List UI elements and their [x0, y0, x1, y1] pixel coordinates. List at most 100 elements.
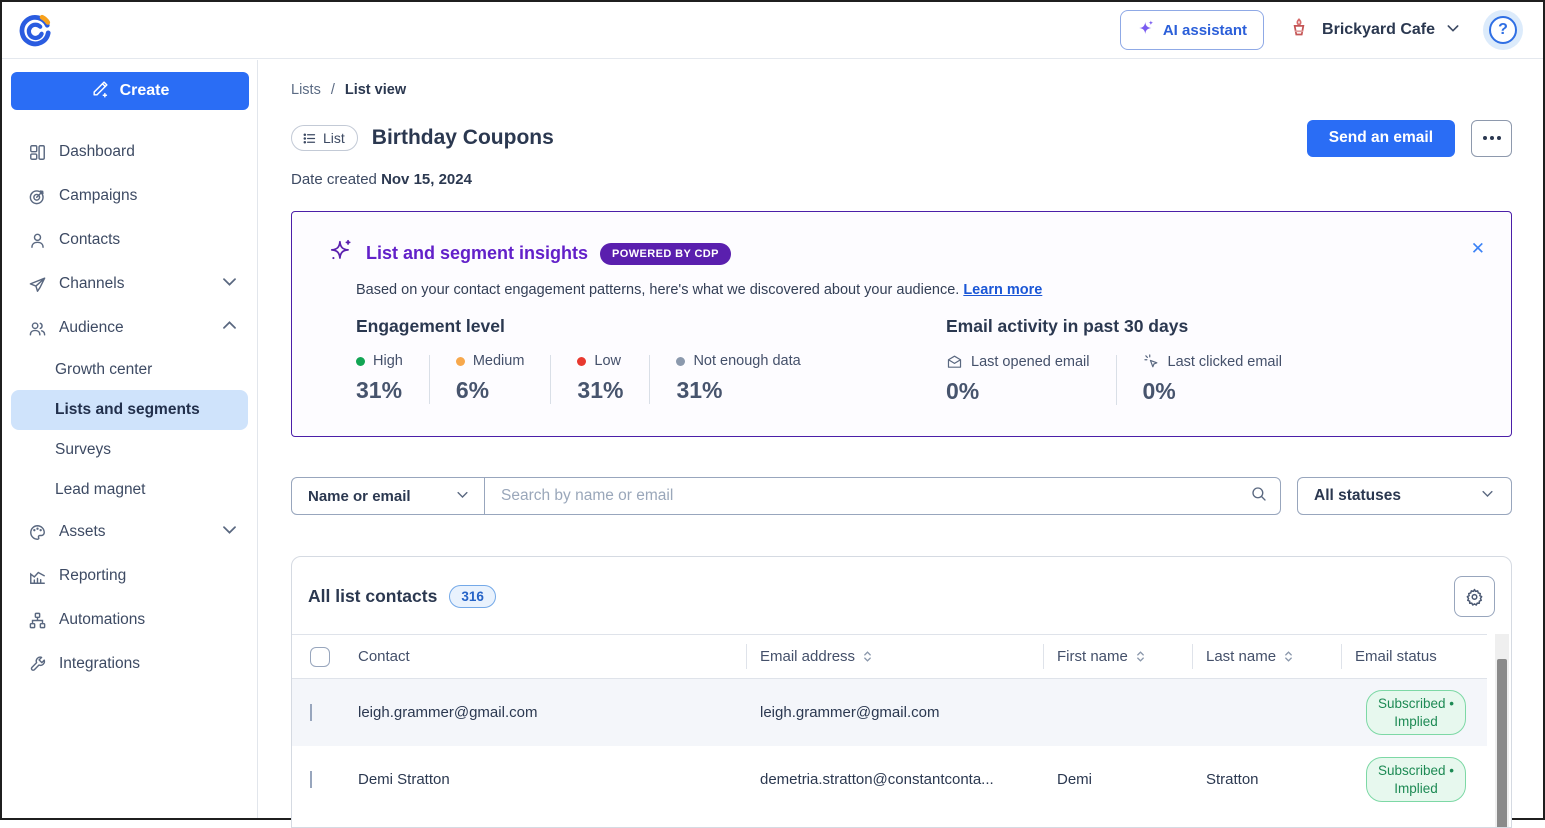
search-input[interactable] — [501, 487, 1250, 505]
table-body: leigh.grammer@gmail.com leigh.grammer@gm… — [292, 679, 1487, 827]
page-title: Birthday Coupons — [372, 126, 554, 150]
engagement-stat-medium: Medium 6% — [456, 353, 525, 404]
divider — [1116, 355, 1117, 405]
sidebar-item-label: Contacts — [59, 231, 120, 249]
divider — [649, 355, 650, 404]
chevron-down-icon — [1445, 20, 1461, 41]
email-activity-section: Email activity in past 30 days Last open… — [946, 316, 1282, 405]
sidebar-item-campaigns[interactable]: Campaigns — [2, 174, 257, 218]
sparkle-icon — [328, 238, 354, 269]
dashboard-icon — [28, 143, 47, 162]
sidebar-item-automations[interactable]: Automations — [2, 598, 257, 642]
contacts-icon — [28, 231, 47, 250]
table-header-row: Contact Email address First name Last na… — [292, 634, 1487, 679]
sidebar-item-surveys[interactable]: Surveys — [11, 430, 248, 470]
status-badge: Subscribed • Implied — [1366, 690, 1466, 735]
learn-more-link[interactable]: Learn more — [963, 282, 1042, 298]
last-clicked-email-stat: Last clicked email 0% — [1143, 353, 1282, 405]
search-combo: Name or email — [291, 477, 1281, 515]
column-header-email-address[interactable]: Email address — [746, 635, 1043, 678]
click-icon — [1143, 353, 1160, 370]
row-checkbox[interactable] — [310, 771, 312, 788]
create-label: Create — [120, 82, 170, 100]
more-options-button[interactable] — [1471, 120, 1512, 157]
help-button[interactable]: ? — [1483, 10, 1523, 50]
column-header-first-name[interactable]: First name — [1043, 635, 1192, 678]
engagement-stat-high: High 31% — [356, 353, 403, 404]
ai-assistant-button[interactable]: AI assistant — [1120, 10, 1264, 50]
ai-assistant-label: AI assistant — [1163, 22, 1247, 39]
sort-icon — [1282, 650, 1295, 663]
column-header-last-name[interactable]: Last name — [1192, 635, 1341, 678]
pencil-plus-icon — [91, 79, 110, 103]
sidebar-item-contacts[interactable]: Contacts — [2, 218, 257, 262]
email-activity-title: Email activity in past 30 days — [946, 316, 1282, 337]
red-dot-icon — [577, 357, 586, 366]
sidebar-item-label: Surveys — [55, 441, 111, 459]
sidebar-item-lists-and-segments[interactable]: Lists and segments — [11, 390, 248, 430]
table-row[interactable]: Demi Stratton demetria.stratton@constant… — [292, 746, 1487, 813]
account-switcher[interactable]: Brickyard Cafe — [1286, 15, 1461, 46]
table-row[interactable]: leigh.grammer@gmail.com leigh.grammer@gm… — [292, 679, 1487, 746]
palette-icon — [28, 523, 47, 542]
constant-contact-logo-icon[interactable] — [18, 13, 52, 47]
sidebar-item-reporting[interactable]: Reporting — [2, 554, 257, 598]
paper-plane-icon — [28, 275, 47, 294]
breadcrumb-current: List view — [345, 82, 406, 98]
sidebar-item-integrations[interactable]: Integrations — [2, 642, 257, 686]
sidebar-item-label: Automations — [59, 611, 145, 629]
breadcrumb-lists-link[interactable]: Lists — [291, 82, 321, 98]
column-header-contact: Contact — [358, 635, 746, 678]
cell-contact: Demi Stratton — [358, 771, 746, 788]
ellipsis-icon — [1483, 136, 1487, 140]
sidebar-item-dashboard[interactable]: Dashboard — [2, 130, 257, 174]
insights-title: List and segment insights — [366, 243, 588, 264]
sidebar-item-label: Reporting — [59, 567, 126, 585]
audience-icon — [28, 319, 47, 338]
sidebar-item-assets[interactable]: Assets — [2, 510, 257, 554]
contact-count-badge: 316 — [449, 585, 496, 608]
breadcrumb-separator: / — [331, 82, 335, 98]
chevron-up-icon — [220, 316, 239, 340]
scrollbar-thumb[interactable] — [1497, 659, 1507, 828]
date-created-label: Date created — [291, 171, 377, 188]
search-field-selector[interactable]: Name or email — [292, 478, 485, 514]
chevron-down-icon — [220, 272, 239, 296]
column-header-email-status: Email status — [1341, 635, 1491, 678]
row-checkbox[interactable] — [310, 704, 312, 721]
sidebar-item-channels[interactable]: Channels — [2, 262, 257, 306]
sparkle-icon — [1137, 19, 1155, 41]
send-an-email-button[interactable]: Send an email — [1307, 120, 1455, 157]
contacts-table-card: All list contacts 316 Contact Email addr… — [291, 556, 1512, 828]
search-icon — [1250, 485, 1268, 508]
search-field-value: Name or email — [308, 488, 411, 505]
envelope-open-icon — [946, 353, 963, 370]
engagement-level-title: Engagement level — [356, 316, 801, 337]
question-mark-icon: ? — [1489, 16, 1517, 44]
gray-dot-icon — [676, 357, 685, 366]
account-name: Brickyard Cafe — [1322, 21, 1435, 39]
powered-by-cdp-badge: POWERED BY CDP — [600, 243, 731, 265]
sidebar-item-label: Dashboard — [59, 143, 135, 161]
sidebar-item-lead-magnet[interactable]: Lead magnet — [11, 470, 248, 510]
filter-row: Name or email All statuses — [291, 477, 1512, 515]
breadcrumb: Lists / List view — [291, 82, 406, 98]
table-settings-button[interactable] — [1454, 576, 1495, 617]
select-all-checkbox[interactable] — [310, 647, 330, 667]
sidebar-item-label: Assets — [59, 523, 106, 541]
sidebar-item-growth-center[interactable]: Growth center — [11, 350, 248, 390]
date-created-value: Nov 15, 2024 — [381, 171, 472, 188]
sidebar-item-label: Growth center — [55, 361, 152, 379]
sidebar-item-audience[interactable]: Audience — [2, 306, 257, 350]
list-icon — [302, 131, 317, 146]
table-scrollbar — [1495, 634, 1509, 827]
cell-email: demetria.stratton@constantconta... — [746, 771, 1043, 788]
create-button[interactable]: Create — [11, 72, 249, 110]
close-icon[interactable]: ✕ — [1471, 240, 1485, 257]
status-filter-selector[interactable]: All statuses — [1297, 477, 1512, 515]
date-created: Date created Nov 15, 2024 — [291, 171, 472, 188]
sidebar-item-label: Lead magnet — [55, 481, 146, 499]
account-logo-icon — [1286, 15, 1312, 46]
main-content: Lists / List view List Birthday Coupons … — [259, 60, 1543, 818]
